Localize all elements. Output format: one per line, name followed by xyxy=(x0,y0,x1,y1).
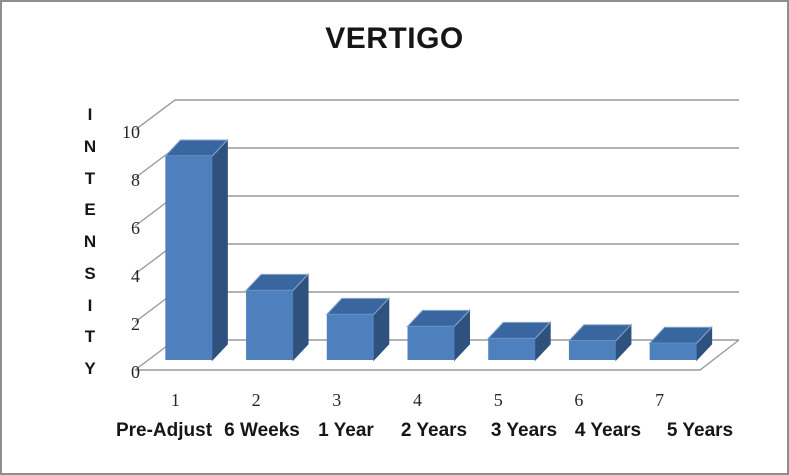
y-axis-title-letter: N xyxy=(83,232,97,251)
x-category-number: 2 xyxy=(251,390,261,410)
bar-front-face xyxy=(165,156,213,360)
bar-6-weeks xyxy=(244,273,310,362)
y-tick-label-8: 8 xyxy=(131,170,140,190)
bar-2-years xyxy=(406,309,471,362)
y-axis-title-letter: S xyxy=(84,263,96,283)
bar-front-face xyxy=(568,340,616,360)
y-axis-title-letter: Y xyxy=(84,359,96,378)
x-category-number: 1 xyxy=(170,390,180,410)
y-tick-label-0: 0 xyxy=(131,362,140,382)
y-axis-title-letter: I xyxy=(87,295,93,315)
bar-pre-adjust xyxy=(164,138,229,362)
bar-5-years xyxy=(648,325,713,362)
y-axis-title-letter: I xyxy=(87,105,93,124)
x-category-label: Pre-Adjust xyxy=(115,420,213,441)
bar-side-face xyxy=(211,138,228,362)
y-axis-title-letter: E xyxy=(84,200,96,220)
floor-edge xyxy=(135,339,740,371)
x-category-label: 4 Years xyxy=(574,420,642,441)
bar-front-face xyxy=(649,343,697,360)
x-category-number: 5 xyxy=(493,390,503,410)
gridline-y10 xyxy=(134,99,739,131)
x-category-number: 6 xyxy=(574,390,584,410)
x-category-label: 2 Years xyxy=(400,420,468,441)
x-category-number: 3 xyxy=(332,390,342,410)
y-axis-title-letter: T xyxy=(84,327,96,347)
bar-4-years xyxy=(567,323,633,362)
y-tick-label-2: 2 xyxy=(131,314,140,334)
bar-front-face xyxy=(407,326,455,360)
bar-front-face xyxy=(488,338,536,360)
bar-3-years xyxy=(487,321,552,362)
x-category-number: 4 xyxy=(413,390,422,410)
y-axis-title-letter: T xyxy=(84,168,96,188)
y-tick-label-4: 4 xyxy=(131,266,140,286)
x-category-label: 1 Year xyxy=(318,420,374,441)
y-tick-label-10: 10 xyxy=(122,122,140,142)
x-category-label: 6 Weeks xyxy=(224,420,300,441)
bar-front-face xyxy=(246,290,294,360)
y-tick-label-6: 6 xyxy=(131,218,140,238)
x-category-label: 3 Years xyxy=(490,420,558,441)
x-category-number: 7 xyxy=(655,390,665,410)
y-axis-title-letter: N xyxy=(83,136,97,156)
chart-title: VERTIGO xyxy=(325,22,464,55)
x-category-label: 5 Years xyxy=(666,420,734,441)
bar-1-year xyxy=(325,297,390,362)
bar-front-face xyxy=(326,314,374,360)
